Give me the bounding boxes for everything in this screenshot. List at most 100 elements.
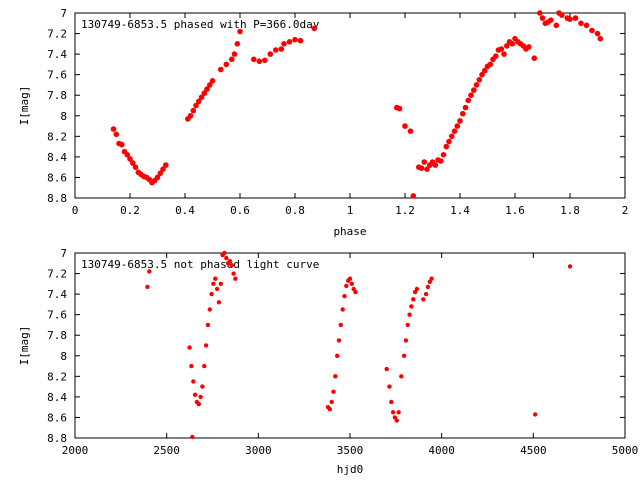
data-point <box>327 407 332 412</box>
data-point <box>286 39 293 45</box>
data-point <box>407 312 412 317</box>
data-point <box>531 55 538 61</box>
data-point <box>214 286 220 292</box>
data-point <box>401 353 407 358</box>
data-point <box>311 25 318 32</box>
data-point <box>460 110 466 117</box>
x-tick-label: 1 <box>347 204 354 217</box>
data-point <box>216 300 222 305</box>
data-point <box>297 37 304 44</box>
y-tick-label: 7.6 <box>47 69 67 82</box>
data-point <box>559 12 565 18</box>
data-point <box>583 22 590 29</box>
x-tick-label: 1.2 <box>395 204 415 217</box>
data-point <box>256 58 263 65</box>
data-point <box>454 123 461 129</box>
data-point <box>567 16 573 23</box>
data-point <box>198 94 205 101</box>
phased-light-curve-plot: 0 0.2 0.4 0.6 0.8 1 1.2 1.4 1.6 1.8 2 7 7.2 7.4 7.6 7.8… <box>18 7 628 238</box>
data-point <box>154 174 161 181</box>
y-tick-label: 8.4 <box>47 391 67 404</box>
y-tick-label: 7.4 <box>47 48 67 61</box>
data-point <box>440 152 447 158</box>
data-point <box>594 30 601 37</box>
plot-frame <box>74 12 626 199</box>
data-point <box>407 128 414 134</box>
data-point <box>211 281 216 286</box>
data-point <box>578 20 584 27</box>
x-tick-label: 0.8 <box>285 204 305 217</box>
data-point <box>227 259 233 264</box>
data-point <box>187 113 194 119</box>
data-point <box>482 67 488 74</box>
data-point <box>410 193 417 199</box>
data-point <box>196 401 201 407</box>
x-axis-label: hjd0 <box>337 463 364 476</box>
data-point <box>589 27 595 34</box>
data-point <box>190 434 195 440</box>
data-point <box>218 66 224 73</box>
data-point <box>438 158 444 164</box>
data-point <box>340 307 345 312</box>
data-point <box>421 297 426 302</box>
data-point <box>209 78 216 84</box>
data-point <box>231 51 238 57</box>
data-point <box>329 399 334 405</box>
data-point <box>572 15 579 21</box>
data-point <box>160 166 166 172</box>
data-point <box>204 86 210 92</box>
data-point <box>468 92 474 98</box>
data-point <box>231 271 236 276</box>
data-point <box>132 164 139 170</box>
data-point <box>384 366 389 372</box>
data-point <box>110 126 117 132</box>
y-tick-label: 7.8 <box>47 329 67 342</box>
data-point <box>462 104 469 111</box>
data-point <box>344 283 349 289</box>
y-tick-label: 7.4 <box>47 288 67 301</box>
data-point <box>403 338 409 343</box>
data-point <box>234 41 241 47</box>
data-point <box>353 289 358 295</box>
data-point <box>394 418 399 423</box>
data-point <box>387 384 392 389</box>
y-tick-label: 7 <box>60 7 67 20</box>
data-point <box>443 143 450 150</box>
plot-title: 130749-6853.5 not phased light curve <box>81 258 319 271</box>
data-point <box>233 276 238 281</box>
x-tick-label: 1.4 <box>450 204 470 217</box>
x-tick-label: 0.4 <box>175 204 195 217</box>
data-point <box>421 159 428 165</box>
data-point <box>414 286 420 292</box>
x-tick-label: 0.6 <box>230 204 250 217</box>
plot-title: 130749-6853.5 phased with P=366.0day <box>81 18 320 31</box>
data-point <box>396 105 403 112</box>
data-point <box>237 28 243 35</box>
y-tick-label: 8.8 <box>47 192 67 205</box>
data-point <box>213 276 218 281</box>
y-tick-label: 8 <box>60 110 67 123</box>
data-point <box>539 15 546 21</box>
data-point <box>411 297 416 302</box>
x-axis-label: phase <box>333 225 366 238</box>
data-point <box>409 304 414 309</box>
data-point <box>333 374 338 379</box>
y-tick-label: 8.6 <box>47 411 67 424</box>
data-point <box>349 281 354 286</box>
data-point <box>553 22 560 29</box>
y-tick-label: 7 <box>60 247 67 260</box>
data-point <box>423 291 429 297</box>
data-point <box>451 128 458 134</box>
data-point <box>567 264 573 269</box>
data-point <box>198 394 203 400</box>
data-point <box>493 53 499 59</box>
x-tick-label: 0.2 <box>120 204 140 217</box>
data-point <box>473 82 480 88</box>
data-point <box>405 322 410 328</box>
y-tick-label: 7.2 <box>47 268 67 281</box>
data-point <box>402 123 408 129</box>
data-point <box>262 57 268 64</box>
data-point <box>336 338 342 343</box>
data-point <box>342 294 347 299</box>
